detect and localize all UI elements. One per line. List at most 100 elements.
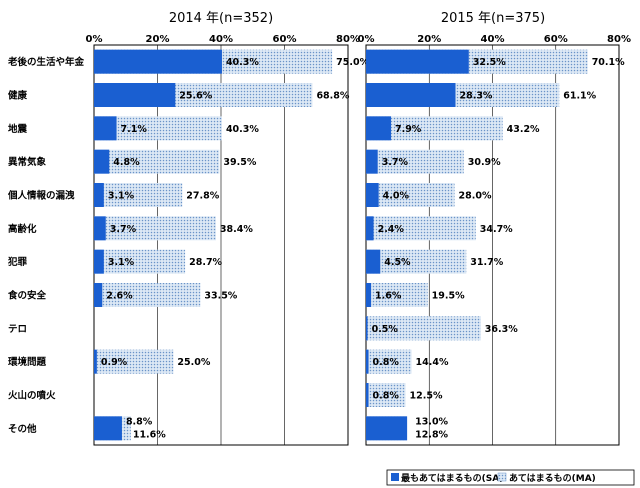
data-label-sa: 13.0% [415,416,448,427]
data-label-sa: 4.0% [383,191,410,202]
data-label-sa: 4.8% [113,157,140,168]
data-label-ma: 14.4% [416,357,449,368]
data-label-ma: 68.8% [316,91,349,102]
x-tick-label: 80% [607,34,631,45]
data-label-ma: 28.0% [459,191,492,202]
data-label-sa: 3.7% [382,157,409,168]
bar-sa [94,116,117,141]
category-label: 個人情報の漏洩 [7,190,75,202]
x-tick-label: 0% [86,34,103,45]
data-label-ma: 30.9% [468,157,501,168]
chart-title: 2014 年(n=352) [169,11,273,26]
x-tick-label: 0% [358,34,375,45]
data-label-ma: 70.1% [592,57,625,68]
bar-ma [94,249,186,274]
category-label: 食の安全 [7,290,47,302]
x-tick-label: 60% [544,34,568,45]
x-tick-label: 20% [146,34,170,45]
bar-ma [94,349,174,374]
bar-sa [366,116,391,141]
category-label: 環境問題 [8,356,47,368]
bar-sa [366,283,372,307]
bar-ma [94,149,220,174]
data-label-ma: 31.7% [470,257,503,268]
bar-sa [94,149,110,174]
data-label-sa: 40.3% [226,57,259,68]
bar-sa [94,83,176,107]
bar-sa [366,416,408,441]
x-tick-label: 40% [481,34,505,45]
bar-sa [366,316,368,341]
bar-ma [94,216,216,241]
data-label-ma: 11.6% [133,429,166,440]
legend: 最もあてはまるもの(SA) あてはまるもの(MA) [386,469,635,486]
legend-label-sa: 最もあてはまるもの(SA) [401,472,503,484]
bar-sa [94,49,222,74]
bar-ma [366,283,428,307]
bar-ma [366,216,476,241]
data-label-sa: 7.9% [395,124,422,135]
bar-sa [94,183,104,207]
data-label-sa: 0.5% [372,324,399,335]
x-tick-label: 20% [417,34,441,45]
data-label-sa: 1.6% [375,291,402,302]
data-label-sa: 2.4% [378,224,405,235]
data-label-sa: 7.1% [121,124,148,135]
category-label: テロ [8,324,27,335]
data-label-sa: 3.7% [110,224,137,235]
data-label-sa: 28.3% [459,91,492,102]
legend-swatch-sa [391,473,399,481]
data-label-ma: 61.1% [563,91,596,102]
bar-ma [366,249,467,274]
category-label: 異常気象 [8,156,47,168]
bar-ma [366,183,455,207]
bar-ma [366,349,412,374]
data-label-ma: 75.0% [336,57,369,68]
bar-sa [366,149,378,174]
data-label-ma: 34.7% [480,224,513,235]
category-label: 火山の噴火 [8,390,56,402]
chart-panel-2015: 2015 年(n=375) 0% 20% 40% 60% 80% 32.5% 70.1% 28.… [358,11,631,446]
data-label-sa: 2.6% [106,291,133,302]
plot-frame [93,44,349,446]
data-label-ma: 36.3% [485,324,518,335]
data-label-sa: 0.8% [373,391,400,402]
bar-sa [366,383,369,407]
data-label-ma: 27.8% [186,191,219,202]
chart-root: 2014 年(n=352) 0% 20% 40% 60% 80% 老後の生活や年金 40.3%… [7,11,635,486]
legend-swatch-ma [497,472,507,482]
data-label-ma: 33.5% [204,291,237,302]
bar-sa [366,216,374,241]
data-label-ma: 43.2% [507,124,540,135]
chart-title: 2015 年(n=375) [441,11,545,26]
data-label-sa: 8.8% [126,416,153,427]
bar-ma [94,283,201,307]
data-label-sa: 25.6% [179,91,212,102]
data-label-ma: 28.7% [189,257,222,268]
data-label-sa: 0.8% [373,357,400,368]
x-tick-label: 40% [209,34,233,45]
bar-ma [366,316,481,341]
bar-sa [94,249,104,274]
category-label: 地震 [8,123,28,135]
legend-box [386,469,635,486]
x-tick-label: 60% [273,34,297,45]
bar-sa [366,249,381,274]
bar-sa [94,349,97,374]
bar-sa [94,283,103,307]
bar-ma [366,383,406,407]
bar-sa [366,49,469,74]
data-label-sa: 0.9% [101,357,128,368]
data-label-ma: 39.5% [223,157,256,168]
category-label: 犯罪 [7,256,28,268]
x-tick-label: 80% [336,34,360,45]
category-label: 健康 [8,90,28,102]
category-label: 高齢化 [8,223,37,235]
bar-sa [94,216,106,241]
chart-panel-2014: 2014 年(n=352) 0% 20% 40% 60% 80% 老後の生活や年金 40.3%… [7,11,370,446]
category-label: その他 [8,423,37,435]
data-label-ma: 12.8% [415,429,448,440]
data-label-sa: 3.1% [108,191,135,202]
bar-sa [366,83,456,107]
data-label-sa: 32.5% [473,57,506,68]
